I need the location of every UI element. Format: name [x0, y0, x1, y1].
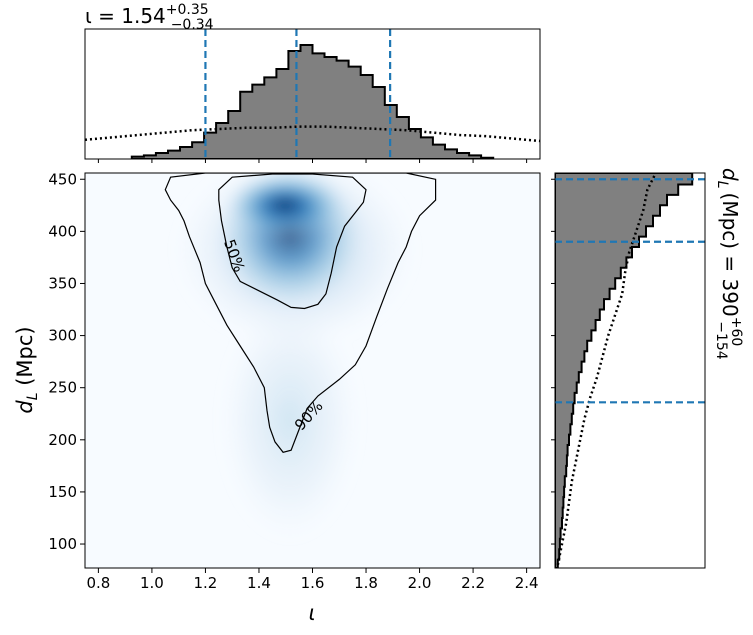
- y-tick-label: 300: [48, 327, 77, 345]
- y-axis-label: dL (Mpc): [13, 326, 41, 413]
- y-tick-label: 250: [48, 379, 77, 397]
- y-tick-label: 400: [48, 222, 77, 240]
- y-tick-label: 200: [48, 431, 77, 449]
- top-posterior-histogram: [130, 44, 495, 159]
- right-title-sub: −154: [713, 321, 729, 360]
- right-title: dL(Mpc) = 390+60−154: [713, 168, 744, 360]
- x-tick-label: 1.6: [301, 574, 325, 592]
- top-title: ι = 1.54+0.35 −0.34: [85, 2, 214, 33]
- right-title-sup: +60: [728, 317, 744, 347]
- right-title-main: (Mpc) = 390: [718, 193, 742, 317]
- x-axis-label: ι: [308, 601, 315, 625]
- y-tick-label: 100: [48, 535, 77, 553]
- y-ticks: 100 150 200 250 300 350 400 450: [48, 170, 85, 553]
- x-tick-label: 1.0: [140, 574, 164, 592]
- top-title-sub: −0.34: [171, 17, 214, 33]
- top-title-main: ι = 1.54: [85, 4, 166, 28]
- y-tick-label: 150: [48, 483, 77, 501]
- top-title-sup: +0.35: [166, 2, 209, 18]
- contour-90pct: [164, 173, 437, 453]
- density-core: [225, 173, 345, 237]
- x-tick-label: 2.2: [461, 574, 485, 592]
- x-tick-label: 1.8: [354, 574, 378, 592]
- contour-50pct: [218, 173, 367, 310]
- x-tick-label: 2.4: [515, 574, 539, 592]
- top-marginal-panel: ι = 1.54+0.35 −0.34: [84, 2, 541, 163]
- joint-panel: 50%90% 0.8 1.0 1.2 1.4 1.6 1.8 2.0 2.2 2.4 10015…: [13, 170, 541, 625]
- right-posterior-histogram: [555, 173, 694, 568]
- x-tick-label: 0.8: [86, 574, 110, 592]
- right-marginal-panel: dL(Mpc) = 390+60−154: [551, 168, 744, 569]
- x-tick-label: 1.4: [247, 574, 271, 592]
- x-ticks: 0.8 1.0 1.2 1.4 1.6 1.8 2.0 2.2 2.4: [86, 568, 539, 592]
- x-tick-label: 1.2: [194, 574, 218, 592]
- x-tick-label: 2.0: [408, 574, 432, 592]
- density-tail: [220, 300, 360, 540]
- right-frame: [554, 172, 706, 569]
- y-tick-label: 450: [48, 170, 77, 188]
- top-prior-line: [85, 125, 540, 143]
- y-tick-label: 350: [48, 274, 77, 292]
